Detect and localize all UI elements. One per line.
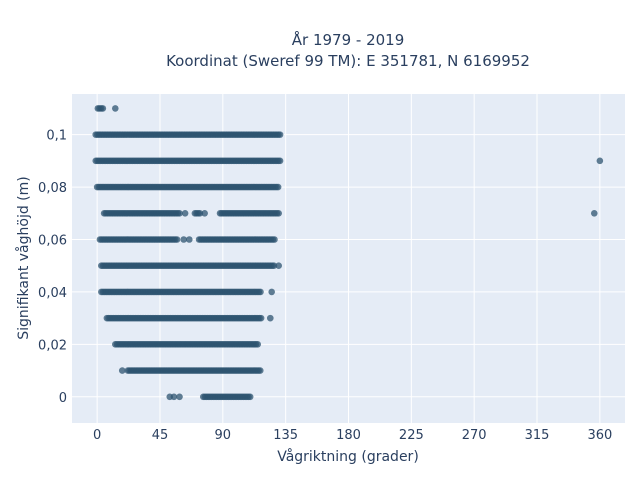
data-point: [274, 183, 282, 191]
data-point: [180, 236, 188, 243]
data-point: [170, 393, 178, 401]
data-point: [99, 105, 107, 112]
data-point: [181, 209, 189, 217]
data-point: [254, 341, 262, 348]
x-tick-label: 135: [273, 428, 298, 443]
x-axis-title: Vågriktning (grader): [277, 448, 419, 465]
x-tick-label: 45: [152, 428, 169, 443]
chart-title-line-1: År 1979 - 2019: [292, 30, 405, 49]
data-point: [267, 314, 274, 322]
x-tick-labels: 0 45 90 135 180 225 270 315 360: [93, 428, 612, 443]
y-tick-label: 0,1: [46, 129, 67, 144]
data-point: [186, 236, 193, 243]
data-point: [111, 105, 119, 112]
chart-title: År 1979 - 2019 Koordinat (Sweref 99 TM):…: [166, 30, 530, 70]
data-point: [275, 209, 282, 217]
y-tick-label: 0,08: [38, 181, 67, 196]
x-tick-label: 225: [399, 428, 424, 443]
chart-title-line-2: Koordinat (Sweref 99 TM): E 351781, N 61…: [166, 52, 530, 70]
y-tick-label: 0,02: [38, 338, 67, 353]
data-point: [596, 157, 604, 165]
data-point: [118, 367, 126, 374]
y-tick-label: 0,04: [38, 286, 67, 301]
data-point: [590, 209, 598, 217]
data-point: [176, 209, 183, 217]
x-tick-label: 90: [215, 428, 232, 443]
data-point: [275, 262, 282, 270]
data-point: [257, 288, 264, 296]
data-point: [196, 209, 204, 217]
data-point: [271, 236, 278, 243]
data-point: [173, 236, 181, 243]
data-point: [246, 393, 254, 401]
x-tick-label: 360: [587, 428, 612, 443]
data-point: [176, 393, 183, 401]
data-point: [256, 367, 264, 374]
x-tick-label: 180: [336, 428, 361, 443]
x-tick-label: 315: [525, 428, 550, 443]
y-tick-labels: 0 0,02 0,04 0,06 0,08 0,1: [38, 129, 67, 406]
y-tick-label: 0,06: [38, 233, 67, 248]
data-point: [276, 131, 284, 138]
x-gridlines: [96, 94, 601, 423]
data-points: [92, 105, 604, 401]
data-point: [201, 209, 208, 217]
data-point: [270, 262, 278, 270]
x-tick-label: 0: [93, 428, 101, 443]
y-axis-title: Signifikant våghöjd (m): [15, 176, 32, 339]
data-point: [257, 314, 265, 322]
data-point: [268, 288, 275, 296]
y-tick-label: 0: [59, 391, 67, 406]
x-tick-label: 270: [462, 428, 487, 443]
data-point: [276, 157, 284, 165]
